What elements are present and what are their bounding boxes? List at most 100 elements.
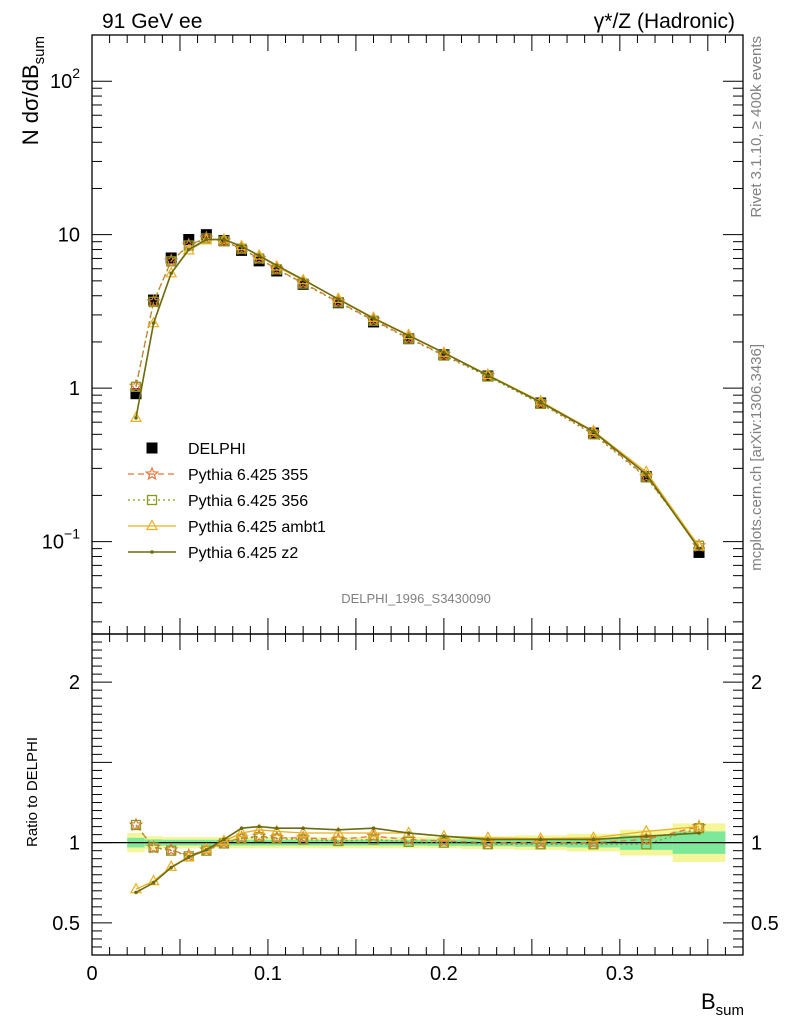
y-tick-label: 1 [69, 378, 80, 400]
data-point-z2 [486, 373, 490, 378]
data-point-z2 [169, 271, 173, 276]
analysis-watermark: DELPHI_1996_S3430090 [341, 591, 491, 606]
header-right-title: γ*/Z (Hadronic) [594, 10, 735, 33]
ratio-point-ambt1 [270, 824, 283, 836]
ratio-point-z2 [442, 834, 446, 839]
ratio-point-z2 [486, 837, 490, 842]
x-tick-label: 0.3 [606, 963, 634, 985]
ratio-point-z2 [204, 848, 209, 852]
x-tick-label: 0.2 [430, 963, 458, 985]
data-point-data [148, 294, 160, 306]
x-tick-label: 0 [86, 963, 97, 985]
ratio-point-z2 [222, 837, 226, 842]
ratio-point-z2 [336, 828, 341, 832]
data-point-z2 [336, 297, 341, 301]
data-point-p356 [166, 256, 177, 267]
ratio-point-p356 [438, 837, 450, 848]
ratio-point-z2 [169, 865, 173, 870]
data-point-z2 [222, 237, 226, 242]
ratio-point-z2 [239, 826, 244, 831]
data-point-data [438, 349, 450, 361]
legend-label-p356: Pythia 6.425 356 [188, 493, 308, 510]
ratio-y-tick-label-right: 2 [751, 672, 762, 694]
data-point-p356 [130, 381, 142, 392]
data-point-ambt1 [297, 273, 310, 285]
y-tick-label: 10 [58, 225, 80, 247]
ratio-point-p356 [271, 833, 282, 844]
ratio-y-tick-label-right: 0.5 [751, 913, 779, 935]
data-point-z2 [591, 429, 596, 434]
data-point-z2 [406, 333, 411, 338]
legend-label-ambt1: Pythia 6.425 ambt1 [188, 519, 326, 536]
legend-label-z2: Pythia 6.425 z2 [188, 545, 298, 562]
y-tick-label: 102 [50, 65, 80, 93]
x-tick-label: 0.1 [254, 963, 282, 985]
ratio-y-tick-label: 1 [69, 833, 80, 855]
ratio-point-p356 [253, 831, 265, 843]
ratio-point-p356 [641, 839, 652, 850]
ratio-y-tick-label-right: 1 [751, 833, 762, 855]
ratio-point-z2 [301, 826, 305, 831]
data-point-z2 [186, 247, 191, 252]
data-point-z2 [134, 416, 138, 420]
ratio-point-z2 [186, 855, 191, 859]
header-left-title: 91 GeV ee [102, 10, 202, 33]
ratio-point-ambt1 [332, 826, 345, 838]
data-point-ambt1 [217, 232, 230, 244]
ratio-point-z2 [151, 880, 156, 885]
ratio-point-ambt1 [367, 826, 380, 838]
ratio-point-ambt1 [481, 831, 494, 842]
rivet-version-label: Rivet 3.1.10, ≥ 400k events [748, 36, 765, 218]
ratio-point-z2 [134, 890, 138, 895]
ratio-y-tick-label: 0.5 [52, 913, 80, 935]
ratio-point-ambt1 [587, 831, 600, 842]
ratio-point-p356 [368, 834, 379, 845]
mcplots-label: mcplots.cern.ch [arXiv:1306.3436] [748, 344, 765, 571]
ratio-point-p356 [148, 842, 159, 853]
ratio-point-z2 [371, 826, 376, 831]
legend: DELPHI Pythia 6.425 355 Pythia 6.425 356 Py… [128, 441, 326, 562]
ratio-point-p356 [130, 819, 142, 831]
y-tick-label: 10−1 [42, 526, 80, 554]
data-point-z2 [697, 546, 701, 551]
ratio-point-z2 [538, 837, 543, 842]
ratio-point-z2 [406, 831, 411, 835]
ratio-frame [91, 633, 744, 956]
data-point-z2 [274, 263, 279, 268]
data-point-data [271, 265, 283, 277]
ratio-point-z2 [274, 826, 279, 831]
data-point-data [130, 388, 142, 400]
legend-marker-p356 [146, 494, 158, 506]
ratio-point-p356 [166, 845, 177, 856]
data-point-z2 [301, 277, 305, 282]
legend-marker-ambt1 [145, 519, 159, 531]
ratio-point-p355 [639, 831, 654, 846]
data-point-z2 [239, 244, 244, 249]
data-point-z2 [257, 253, 261, 258]
legend-marker-z2 [150, 550, 154, 554]
legend-marker-data [146, 442, 158, 454]
data-point-ambt1 [182, 243, 195, 255]
data-point-z2 [204, 237, 209, 242]
data-point-data [693, 546, 705, 558]
data-point-z2 [151, 321, 156, 325]
data-point-ambt1 [165, 266, 178, 278]
ratio-line-p356 [135, 824, 700, 857]
ratio-point-ambt1 [692, 819, 706, 831]
data-point-z2 [538, 400, 543, 404]
data-point-data [165, 252, 177, 264]
ratio-point-ambt1 [235, 826, 248, 838]
ratio-point-ambt1 [534, 831, 547, 843]
data-point-z2 [371, 316, 376, 321]
legend-label-p355: Pythia 6.425 355 [188, 467, 308, 484]
main-y-axis-label: N dσ/dBsum [18, 36, 48, 145]
ratio-point-p356 [297, 834, 309, 845]
data-point-z2 [442, 350, 446, 355]
data-point-z2 [644, 472, 649, 476]
legend-marker-p355 [144, 466, 160, 481]
data-point-ambt1 [129, 411, 143, 422]
main-plot-panel: 102 10 1 10−1 [42, 34, 744, 635]
data-point-p356 [148, 296, 159, 307]
ratio-point-z2 [591, 837, 596, 842]
x-axis-label: Bsum [701, 989, 744, 1019]
